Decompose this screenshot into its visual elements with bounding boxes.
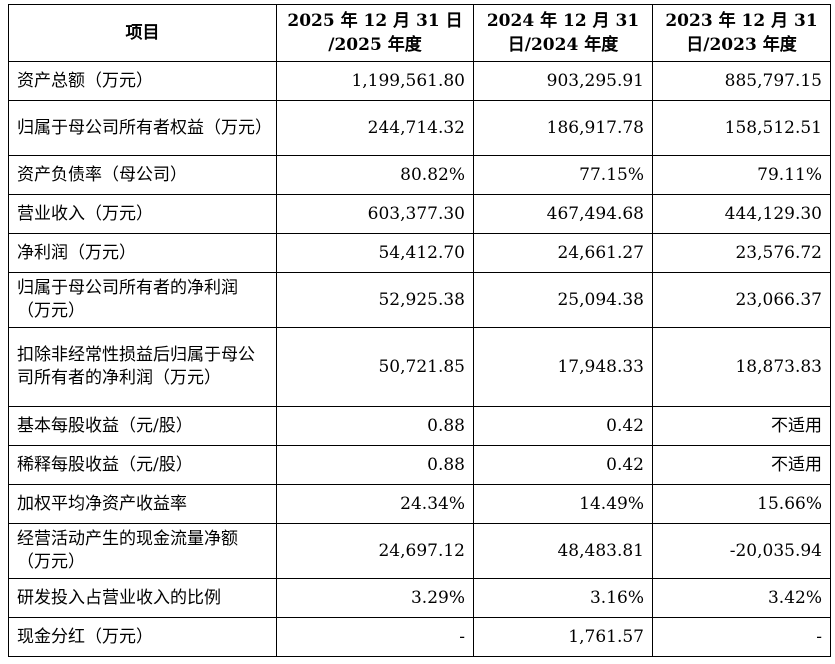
value-2024: 14.49%	[473, 484, 653, 524]
value-2024: 17,948.33	[473, 327, 653, 407]
table-row: 稀释每股收益（元/股） 0.88 0.42 不适用	[8, 445, 831, 485]
table-row: 营业收入（万元） 603,377.30 467,494.68 444,129.3…	[8, 194, 831, 234]
table-row: 资产总额（万元） 1,199,561.80 903,295.91 885,797…	[8, 61, 831, 101]
row-label: 归属于母公司所有者的净利润（万元）	[8, 272, 277, 328]
value-2025: 0.88	[276, 445, 474, 485]
value-2024: 48,483.81	[473, 523, 653, 579]
row-label: 现金分红（万元）	[8, 617, 277, 657]
value-2024: 0.42	[473, 406, 653, 446]
value-2023: 79.11%	[652, 155, 831, 195]
table-row: 归属于母公司所有者权益（万元） 244,714.32 186,917.78 15…	[8, 100, 831, 156]
value-2025: 24.34%	[276, 484, 474, 524]
row-label: 稀释每股收益（元/股）	[8, 445, 277, 485]
row-label: 资产总额（万元）	[8, 61, 277, 101]
row-label: 营业收入（万元）	[8, 194, 277, 234]
value-2024: 24,661.27	[473, 233, 653, 273]
value-2024: 1,761.57	[473, 617, 653, 657]
financial-table: 项目 2025 年 12 月 31 日/2025 年度 2024 年 12 月 …	[8, 4, 831, 657]
table-row: 现金分红（万元） - 1,761.57 -	[8, 617, 831, 657]
value-2023: 不适用	[652, 445, 831, 485]
table-row: 研发投入占营业收入的比例 3.29% 3.16% 3.42%	[8, 578, 831, 618]
value-2024: 903,295.91	[473, 61, 653, 101]
table-row: 净利润（万元） 54,412.70 24,661.27 23,576.72	[8, 233, 831, 273]
value-2025: 54,412.70	[276, 233, 474, 273]
value-2023: 18,873.83	[652, 327, 831, 407]
row-label: 研发投入占营业收入的比例	[8, 578, 277, 618]
table-row: 基本每股收益（元/股） 0.88 0.42 不适用	[8, 406, 831, 446]
value-2023: -20,035.94	[652, 523, 831, 579]
value-2023: -	[652, 617, 831, 657]
value-2025: -	[276, 617, 474, 657]
row-label: 经营活动产生的现金流量净额（万元）	[8, 523, 277, 579]
value-2025: 52,925.38	[276, 272, 474, 328]
value-2023: 23,066.37	[652, 272, 831, 328]
value-2025: 0.88	[276, 406, 474, 446]
value-2023: 15.66%	[652, 484, 831, 524]
row-label: 基本每股收益（元/股）	[8, 406, 277, 446]
value-2024: 467,494.68	[473, 194, 653, 234]
value-2025: 244,714.32	[276, 100, 474, 156]
row-label: 加权平均净资产收益率	[8, 484, 277, 524]
value-2023: 158,512.51	[652, 100, 831, 156]
table-row: 归属于母公司所有者的净利润（万元） 52,925.38 25,094.38 23…	[8, 272, 831, 328]
header-2025: 2025 年 12 月 31 日/2025 年度	[276, 4, 474, 62]
value-2024: 77.15%	[473, 155, 653, 195]
value-2025: 3.29%	[276, 578, 474, 618]
value-2023: 3.42%	[652, 578, 831, 618]
row-label: 扣除非经常性损益后归属于母公司所有者的净利润（万元）	[8, 327, 277, 407]
row-label: 归属于母公司所有者权益（万元）	[8, 100, 277, 156]
value-2023: 444,129.30	[652, 194, 831, 234]
value-2024: 0.42	[473, 445, 653, 485]
header-2024: 2024 年 12 月 31 日/2024 年度	[473, 4, 653, 62]
value-2025: 50,721.85	[276, 327, 474, 407]
value-2025: 603,377.30	[276, 194, 474, 234]
value-2023: 23,576.72	[652, 233, 831, 273]
value-2024: 25,094.38	[473, 272, 653, 328]
table-row: 加权平均净资产收益率 24.34% 14.49% 15.66%	[8, 484, 831, 524]
value-2025: 24,697.12	[276, 523, 474, 579]
value-2023: 不适用	[652, 406, 831, 446]
header-2023: 2023 年 12 月 31 日/2023 年度	[652, 4, 831, 62]
value-2025: 80.82%	[276, 155, 474, 195]
header-item: 项目	[8, 4, 277, 62]
table-header-row: 项目 2025 年 12 月 31 日/2025 年度 2024 年 12 月 …	[8, 4, 831, 62]
value-2024: 186,917.78	[473, 100, 653, 156]
table-row: 资产负债率（母公司） 80.82% 77.15% 79.11%	[8, 155, 831, 195]
value-2023: 885,797.15	[652, 61, 831, 101]
table-row: 扣除非经常性损益后归属于母公司所有者的净利润（万元） 50,721.85 17,…	[8, 327, 831, 407]
row-label: 资产负债率（母公司）	[8, 155, 277, 195]
row-label: 净利润（万元）	[8, 233, 277, 273]
value-2024: 3.16%	[473, 578, 653, 618]
table-row: 经营活动产生的现金流量净额（万元） 24,697.12 48,483.81 -2…	[8, 523, 831, 579]
value-2025: 1,199,561.80	[276, 61, 474, 101]
